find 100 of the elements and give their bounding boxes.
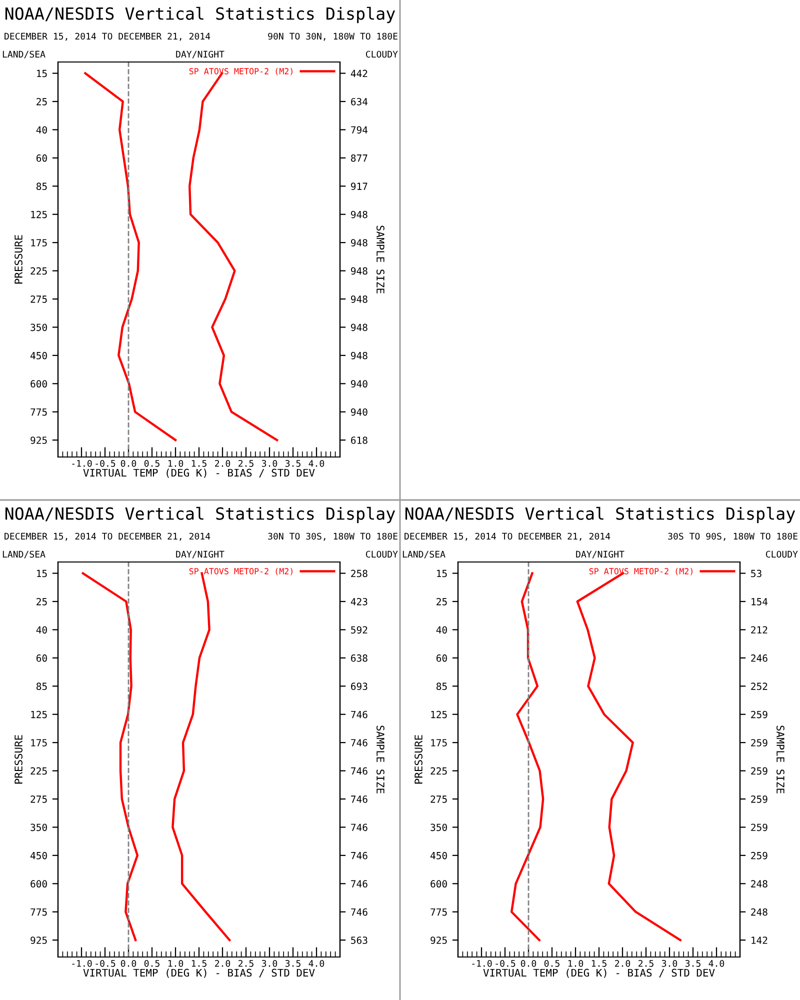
x-axis-title: VIRTUAL TEMP (DEG K) - BIAS / STD DEV bbox=[83, 468, 315, 478]
y-tick-label: 85 bbox=[36, 182, 47, 190]
y2-tick-label: 746 bbox=[351, 908, 368, 916]
y-tick-label: 925 bbox=[430, 936, 447, 944]
y2-tick-label: 917 bbox=[351, 182, 368, 190]
y-tick-label: 225 bbox=[30, 267, 47, 275]
y2-tick-label: 259 bbox=[751, 796, 768, 803]
y-tick-label: 450 bbox=[30, 352, 47, 360]
x-tick-label: 4.0 bbox=[308, 460, 324, 467]
y-axis-title: PRESSURE bbox=[414, 735, 422, 784]
y2-tick-label: 53 bbox=[751, 570, 762, 578]
text: 90N TO 30N, 180W TO 180E bbox=[268, 32, 398, 41]
y-tick-label: 85 bbox=[436, 682, 447, 690]
y2-tick-label: 746 bbox=[351, 739, 368, 746]
y-axis-title: PRESSURE bbox=[14, 735, 22, 784]
x-tick-label: 3.5 bbox=[285, 460, 300, 467]
y2-tick-label: 248 bbox=[751, 880, 768, 888]
x-tick-label: -0.5 bbox=[96, 460, 116, 467]
x-tick-label: 1.0 bbox=[168, 960, 184, 967]
y-tick-label: 275 bbox=[430, 796, 447, 803]
x-tick-label: 3.0 bbox=[262, 460, 278, 467]
text: CLOUDY bbox=[366, 550, 398, 558]
y-tick-label: 40 bbox=[36, 626, 47, 634]
y-tick-label: 775 bbox=[430, 908, 447, 916]
y2-tick-label: 948 bbox=[351, 210, 368, 218]
text: LAND/SEA bbox=[402, 550, 446, 558]
y-tick-label: 40 bbox=[36, 126, 47, 134]
x-tick-label: 3.0 bbox=[662, 960, 678, 967]
y2-tick-label: 248 bbox=[751, 908, 768, 916]
y-tick-label: 60 bbox=[36, 654, 47, 662]
x-tick-label: 3.5 bbox=[685, 960, 700, 967]
y2-tick-label: 442 bbox=[350, 70, 368, 78]
x-tick-label: 1.0 bbox=[168, 460, 184, 467]
y-tick-label: 350 bbox=[430, 824, 447, 832]
y2-tick-label: 592 bbox=[351, 626, 368, 634]
y2-tick-label: 259 bbox=[751, 739, 768, 746]
x-tick-label: 2.0 bbox=[215, 960, 230, 967]
y2-tick-label: 638 bbox=[351, 654, 368, 662]
x-tick-label: 0.0 bbox=[120, 960, 136, 967]
y-tick-label: 25 bbox=[436, 598, 447, 606]
x-tick-label: -0.5 bbox=[496, 960, 516, 967]
x-axis-title: VIRTUAL TEMP (DEG K) - BIAS / STD DEV bbox=[483, 968, 715, 978]
y-tick-label: 125 bbox=[31, 210, 47, 218]
y2-tick-label: 154 bbox=[752, 598, 768, 606]
x-tick-label: 1.5 bbox=[192, 960, 206, 967]
y2-tick-label: 258 bbox=[351, 570, 368, 578]
chart-subtitle: DECEMBER 15, 2014 TO DECEMBER 21, 2014 bbox=[4, 32, 210, 41]
y-tick-label: 225 bbox=[430, 767, 447, 775]
x-tick-label: 4.0 bbox=[308, 960, 324, 967]
y2-tick-label: 212 bbox=[751, 626, 768, 634]
x-tick-label: 0.0 bbox=[120, 460, 136, 467]
x-tick-label: 2.0 bbox=[615, 960, 630, 967]
legend-label: SP ATOVS METOP-2 (M2) bbox=[589, 568, 692, 576]
x-tick-label: -1.0 bbox=[72, 960, 92, 967]
y-tick-label: 125 bbox=[431, 710, 447, 718]
y-tick-label: 125 bbox=[31, 710, 47, 718]
x-tick-label: 0.5 bbox=[544, 960, 560, 967]
x-tick-label: 3.5 bbox=[285, 960, 300, 967]
y2-tick-label: 746 bbox=[351, 710, 368, 718]
y-tick-label: 175 bbox=[431, 739, 447, 746]
text: LAND/SEA bbox=[2, 50, 46, 58]
y2-tick-label: 746 bbox=[351, 880, 368, 888]
x-tick-label: 1.5 bbox=[592, 960, 606, 967]
x-tick-label: 3.0 bbox=[262, 960, 278, 967]
chart-subtitle: DECEMBER 15, 2014 TO DECEMBER 21, 2014 bbox=[4, 532, 210, 541]
y2-tick-label: 142 bbox=[752, 936, 768, 944]
y-tick-label: 600 bbox=[430, 880, 447, 888]
text: CLOUDY bbox=[366, 50, 398, 58]
chart-title: NOAA/NESDIS Vertical Statistics Display bbox=[405, 506, 796, 524]
y-tick-label: 275 bbox=[30, 296, 47, 303]
text: LAND/SEA bbox=[2, 550, 46, 558]
y2-tick-label: 948 bbox=[351, 296, 368, 303]
y-tick-label: 925 bbox=[30, 436, 47, 444]
y2-tick-label: 794 bbox=[351, 126, 368, 134]
y2-tick-label: 634 bbox=[351, 98, 368, 106]
y2-tick-label: 259 bbox=[751, 852, 768, 860]
y2-tick-label: 940 bbox=[351, 408, 368, 416]
y-axis-title: PRESSURE bbox=[14, 235, 22, 284]
y2-tick-label: 746 bbox=[351, 852, 368, 860]
y2-tick-label: 259 bbox=[751, 767, 768, 775]
y-tick-label: 60 bbox=[436, 654, 447, 662]
y2-tick-label: 259 bbox=[751, 824, 768, 832]
y-tick-label: 350 bbox=[30, 324, 47, 332]
y-tick-label: 775 bbox=[30, 408, 47, 416]
legend-label: SP ATOVS METOP-2 (M2) bbox=[189, 68, 292, 76]
y2-tick-label: 940 bbox=[351, 380, 368, 388]
y-tick-label: 600 bbox=[30, 880, 47, 888]
x-tick-label: 2.5 bbox=[638, 960, 654, 967]
x-tick-label: 4.0 bbox=[708, 960, 724, 967]
y-tick-label: 15 bbox=[37, 70, 47, 78]
chart-title: NOAA/NESDIS Vertical Statistics Display bbox=[5, 6, 396, 24]
text: CLOUDY bbox=[766, 550, 798, 558]
y2-tick-label: 948 bbox=[351, 267, 368, 275]
y-tick-label: 275 bbox=[30, 796, 47, 803]
y-tick-label: 15 bbox=[437, 570, 447, 578]
y2-axis-title: SAMPLE SIZE bbox=[376, 226, 384, 294]
x-tick-label: 1.0 bbox=[568, 960, 584, 967]
y2-tick-label: 746 bbox=[351, 824, 368, 832]
x-tick-label: 2.0 bbox=[215, 460, 230, 467]
y2-tick-label: 423 bbox=[350, 598, 368, 606]
